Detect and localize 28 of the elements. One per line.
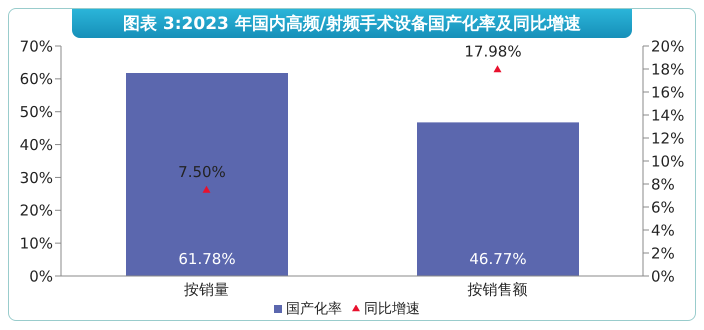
y2-tick-label: 12%: [651, 129, 684, 148]
data-label: 17.98%: [464, 42, 522, 61]
y-tick-label: 70%: [20, 37, 53, 56]
y2-tick-label: 4%: [651, 221, 675, 240]
y2-tick-label: 20%: [651, 37, 684, 56]
chart-title: 图表 3:2023 年国内高频/射频手术设备国产化率及同比增速: [72, 9, 632, 38]
legend-label: 国产化率: [286, 301, 342, 317]
y2-tick-label: 6%: [651, 198, 675, 216]
y2-tick-label: 18%: [651, 60, 684, 78]
y2-tick-label: 8%: [651, 175, 675, 194]
legend-label: 同比增速: [364, 301, 420, 317]
x-tick-label: 按销量: [184, 280, 229, 299]
x-tick-label: 按销售额: [468, 280, 528, 299]
y2-tick-label: 16%: [651, 83, 684, 102]
y2-tick-label: 2%: [651, 244, 675, 262]
y-tick-label: 20%: [20, 202, 53, 220]
y-tick-label: 50%: [20, 103, 53, 122]
y2-tick-label: 14%: [651, 106, 684, 124]
data-label: 7.50%: [178, 163, 226, 182]
data-label: 46.77%: [469, 250, 527, 268]
y-tick-label: 60%: [20, 70, 53, 88]
y-tick-label: 10%: [20, 234, 53, 252]
y2-tick-label: 10%: [651, 152, 684, 170]
y2-tick-label: 0%: [651, 267, 675, 286]
y-tick-label: 0%: [29, 267, 53, 286]
y-tick-label: 30%: [20, 168, 53, 187]
data-label: 61.78%: [178, 250, 236, 268]
y-tick-label: 40%: [20, 136, 53, 154]
